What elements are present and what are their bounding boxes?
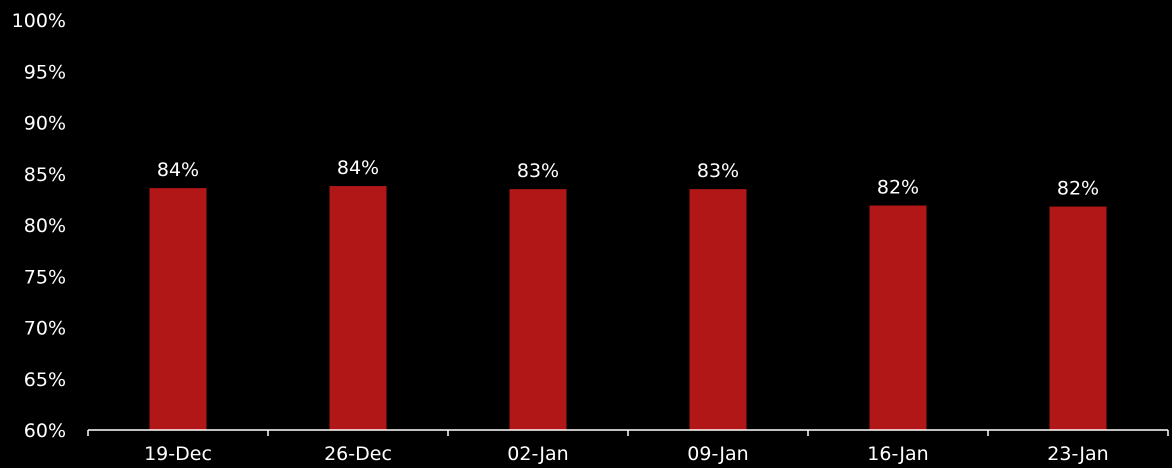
bar-data-label: 84% (157, 159, 199, 181)
x-tick-label: 19-Dec (144, 443, 212, 465)
bar-data-labels: 84% 84% 83% 83% 82% 82% (157, 157, 1099, 200)
x-tick-label: 09-Jan (687, 443, 748, 465)
bar-data-label: 82% (1057, 178, 1099, 200)
bar-data-label: 83% (517, 160, 559, 182)
bar-02-jan (509, 189, 567, 430)
y-tick-label: 90% (24, 113, 66, 135)
bar-data-label: 83% (697, 160, 739, 182)
bar-23-jan (1049, 206, 1107, 430)
y-tick-label: 60% (24, 420, 66, 442)
bar-19-dec (149, 188, 207, 430)
y-tick-label: 80% (24, 215, 66, 237)
x-axis-tick-labels: 19-Dec 26-Dec 02-Jan 09-Jan 16-Jan 23-Jan (144, 443, 1109, 465)
y-tick-label: 65% (24, 369, 66, 391)
bar-16-jan (869, 205, 927, 430)
bar-09-jan (689, 189, 747, 430)
bar-data-label: 84% (337, 157, 379, 179)
y-tick-label: 70% (24, 318, 66, 340)
x-tick-label: 23-Jan (1047, 443, 1108, 465)
bar-26-dec (329, 186, 387, 430)
y-axis-tick-labels: 60% 65% 70% 75% 80% 85% 90% 95% 100% (12, 10, 66, 442)
y-tick-label: 85% (24, 164, 66, 186)
bar-series (149, 186, 1107, 430)
y-tick-label: 75% (24, 266, 66, 288)
x-tick-label: 16-Jan (867, 443, 928, 465)
bar-data-label: 82% (877, 177, 919, 199)
x-axis (87, 429, 1169, 436)
y-tick-label: 95% (24, 61, 66, 83)
y-tick-label: 100% (12, 10, 66, 32)
x-tick-label: 26-Dec (324, 443, 392, 465)
x-tick-label: 02-Jan (507, 443, 568, 465)
